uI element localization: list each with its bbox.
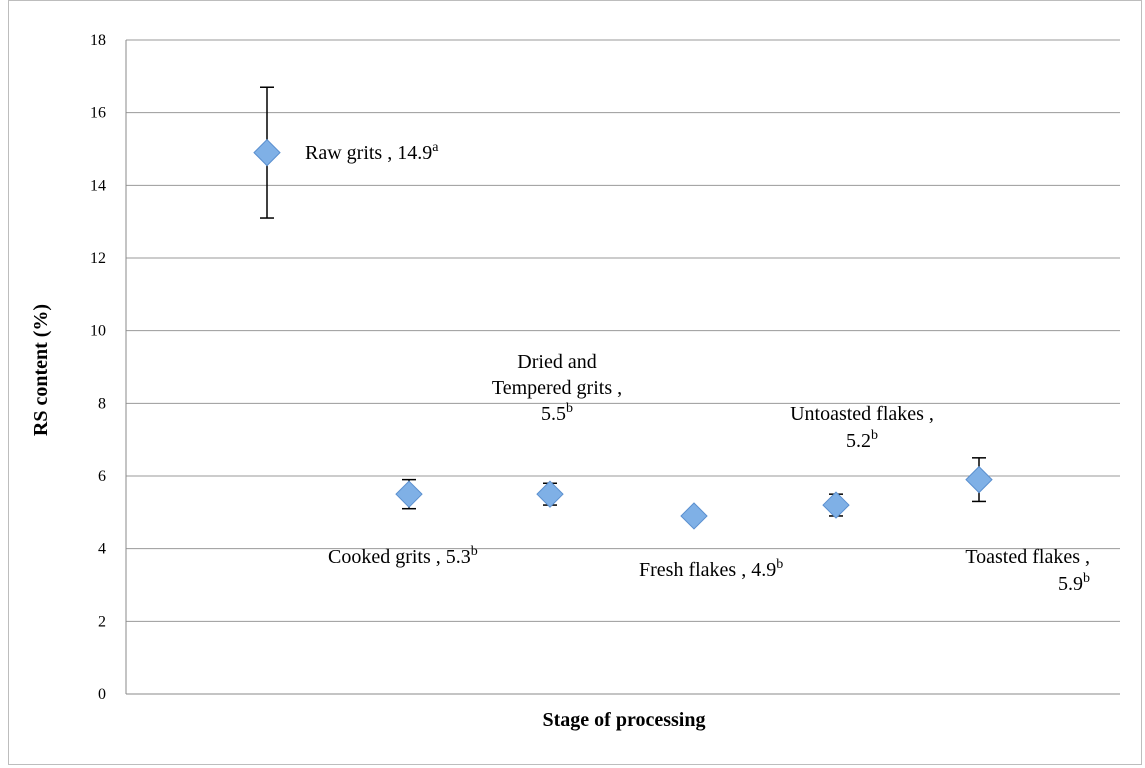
data-point-marker [395, 480, 423, 508]
data-point-marker [680, 502, 708, 530]
y-tick-label: 16 [90, 105, 106, 122]
data-point-marker [822, 491, 850, 519]
data-label: Untoasted flakes , 5.2b [790, 403, 934, 452]
y-tick-label: 10 [90, 323, 106, 340]
y-tick-label: 4 [98, 541, 106, 558]
data-point-marker [536, 480, 564, 508]
data-label: Toasted flakes , 5.9b [965, 546, 1090, 595]
y-tick-label: 12 [90, 250, 106, 267]
data-point-marker [965, 465, 993, 494]
data-point-marker [253, 138, 281, 167]
data-labels: Raw grits , 14.9a Cooked grits , 5.3b Drie… [305, 140, 1090, 595]
y-axis-title: RS content (%) [30, 304, 52, 436]
y-tick-labels: 0 2 4 6 8 10 12 14 16 18 [90, 32, 106, 703]
data-label: Cooked grits , 5.3b [328, 544, 478, 568]
data-label: Dried and Tempered grits , 5.5b [492, 351, 622, 425]
y-tick-label: 14 [90, 177, 106, 194]
x-axis-title: Stage of processing [543, 709, 706, 731]
gridlines [125, 39, 1120, 695]
y-tick-label: 6 [98, 468, 106, 485]
y-tick-label: 8 [98, 395, 106, 412]
y-tick-label: 0 [98, 686, 106, 703]
data-label: Fresh flakes , 4.9b [639, 557, 783, 581]
data-markers [253, 138, 993, 530]
y-tick-label: 18 [90, 32, 106, 49]
chart-frame [8, 0, 1142, 765]
data-label: Raw grits , 14.9a [305, 140, 439, 164]
y-tick-label: 2 [98, 613, 106, 630]
